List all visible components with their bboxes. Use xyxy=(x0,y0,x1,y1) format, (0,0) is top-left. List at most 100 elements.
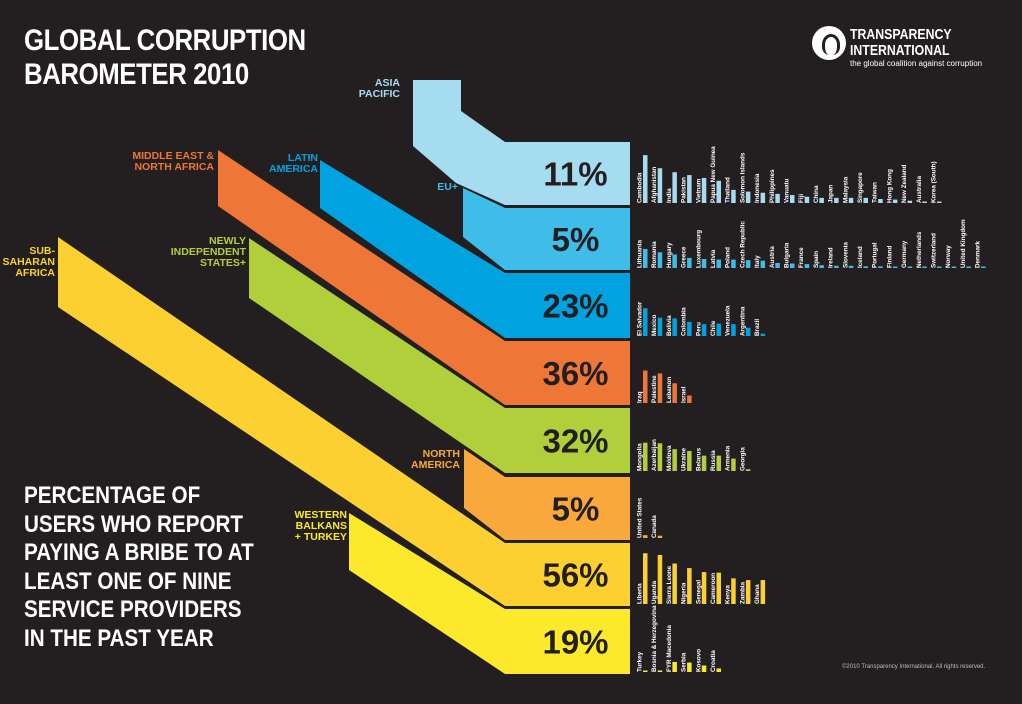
country-label: Kenya xyxy=(725,585,732,604)
country-bar xyxy=(775,193,780,203)
country-label: Lebanon xyxy=(666,377,673,403)
country-label: Malaysia xyxy=(842,176,849,203)
country-bar xyxy=(657,554,663,604)
country-bar xyxy=(672,318,677,336)
country-label: India xyxy=(666,188,673,203)
country-label: Vanuatu xyxy=(784,178,791,203)
country-label: Latvia xyxy=(710,249,717,268)
country-label: Denmark xyxy=(975,241,982,268)
country-bar xyxy=(643,535,648,538)
country-label: Indonesia xyxy=(754,173,761,203)
country-bar xyxy=(643,442,648,471)
country-label: Canada xyxy=(651,515,658,538)
country-label: Palestine xyxy=(651,375,658,403)
region-box-eu-plus xyxy=(505,208,630,270)
country-label: Papua New Guinea xyxy=(710,146,717,203)
country-bar xyxy=(922,266,927,268)
country-bar xyxy=(966,266,971,268)
country-bar xyxy=(745,191,751,203)
country-label: Spain xyxy=(813,251,820,268)
country-bar xyxy=(834,197,839,203)
country-bar xyxy=(892,199,898,203)
region-box-latin-america xyxy=(505,273,630,338)
country-bar xyxy=(687,257,692,268)
country-label: Netherlands xyxy=(916,231,923,268)
country-bar xyxy=(937,266,942,268)
country-bar xyxy=(937,201,942,203)
country-bar xyxy=(701,572,707,604)
country-bar xyxy=(643,155,648,203)
country-bar xyxy=(760,192,766,203)
country-bar xyxy=(643,553,648,604)
country-bar xyxy=(672,254,677,268)
country-bar xyxy=(701,259,707,268)
country-label: Georgia xyxy=(739,447,746,471)
region-box-wb-turkey xyxy=(505,609,630,674)
country-bar xyxy=(657,443,663,471)
region-label-asia-pacific: ASIA PACIFIC xyxy=(359,77,401,100)
region-label-mena: MIDDLE EAST & NORTH AFRICA xyxy=(132,150,214,173)
country-label: New Zealand xyxy=(901,164,908,203)
country-label: Thailand xyxy=(725,177,732,203)
country-bar xyxy=(922,201,927,203)
country-label: Romania xyxy=(651,241,658,268)
country-bar xyxy=(907,266,913,268)
country-bar xyxy=(775,262,780,268)
country-label: Russia xyxy=(710,450,717,471)
country-label: France xyxy=(798,247,805,268)
country-label: Colombia xyxy=(681,307,688,336)
country-bar xyxy=(701,324,707,336)
country-bar xyxy=(701,665,707,672)
country-bar xyxy=(731,324,736,336)
country-bar xyxy=(716,668,721,672)
country-label: Croatia xyxy=(710,650,717,672)
region-box-nis xyxy=(505,408,630,473)
country-label: Liberia xyxy=(637,583,644,604)
country-label: Hungary xyxy=(666,242,673,268)
logo-line-1: TRANSPARENCY xyxy=(850,26,952,43)
country-bar xyxy=(863,266,868,268)
country-bar xyxy=(643,248,648,268)
region-label-wb-turkey: WESTERN BALKANS + TURKEY xyxy=(295,509,348,543)
country-label: El Salvador xyxy=(637,301,644,336)
country-label: Bosnia & Herzegovina xyxy=(651,605,658,672)
ribbon-latin-america xyxy=(320,160,505,338)
copyright-notice: ©2010 Transparency International. All ri… xyxy=(842,664,986,670)
region-percent-ssa: 56% xyxy=(542,557,608,594)
country-bar xyxy=(643,308,648,336)
country-label: Poland xyxy=(725,247,732,268)
country-bar xyxy=(760,580,766,604)
country-label: Israel xyxy=(681,386,688,403)
country-bar xyxy=(716,455,721,471)
region-label-latin-america: LATIN AMERICA xyxy=(269,152,318,175)
country-bar xyxy=(834,265,839,268)
country-label: Uganda xyxy=(651,580,658,604)
country-label: Peru xyxy=(695,322,702,336)
country-bar xyxy=(687,321,692,336)
country-bar xyxy=(760,260,766,268)
country-label: Zambia xyxy=(739,581,746,604)
country-label: Serbia xyxy=(681,652,688,672)
country-label: Iraq xyxy=(637,391,644,403)
country-bar xyxy=(716,572,721,604)
country-label: Venezuela xyxy=(725,305,732,336)
country-bar xyxy=(863,197,868,203)
country-label: Fiji xyxy=(798,194,805,203)
region-percent-north-america: 5% xyxy=(552,491,600,528)
chart-subtitle: PERCENTAGE OF USERS WHO REPORT PAYING A … xyxy=(24,482,254,652)
country-label: Cameroon xyxy=(710,573,717,604)
country-bar xyxy=(731,458,736,471)
country-bar xyxy=(657,252,663,268)
country-label: Pakistan xyxy=(681,177,688,203)
country-label: Moldova xyxy=(666,445,673,471)
country-bar xyxy=(687,395,692,403)
country-label: Ireland xyxy=(828,247,835,268)
country-label: United States xyxy=(637,497,644,538)
country-bar xyxy=(643,370,648,403)
country-label: Singapore xyxy=(857,172,864,203)
country-label: Germany xyxy=(901,240,908,268)
country-bar xyxy=(657,168,663,203)
country-label: Belarus xyxy=(695,447,702,471)
country-label: Portugal xyxy=(872,242,879,268)
country-label: Sierra Leone xyxy=(666,565,673,604)
